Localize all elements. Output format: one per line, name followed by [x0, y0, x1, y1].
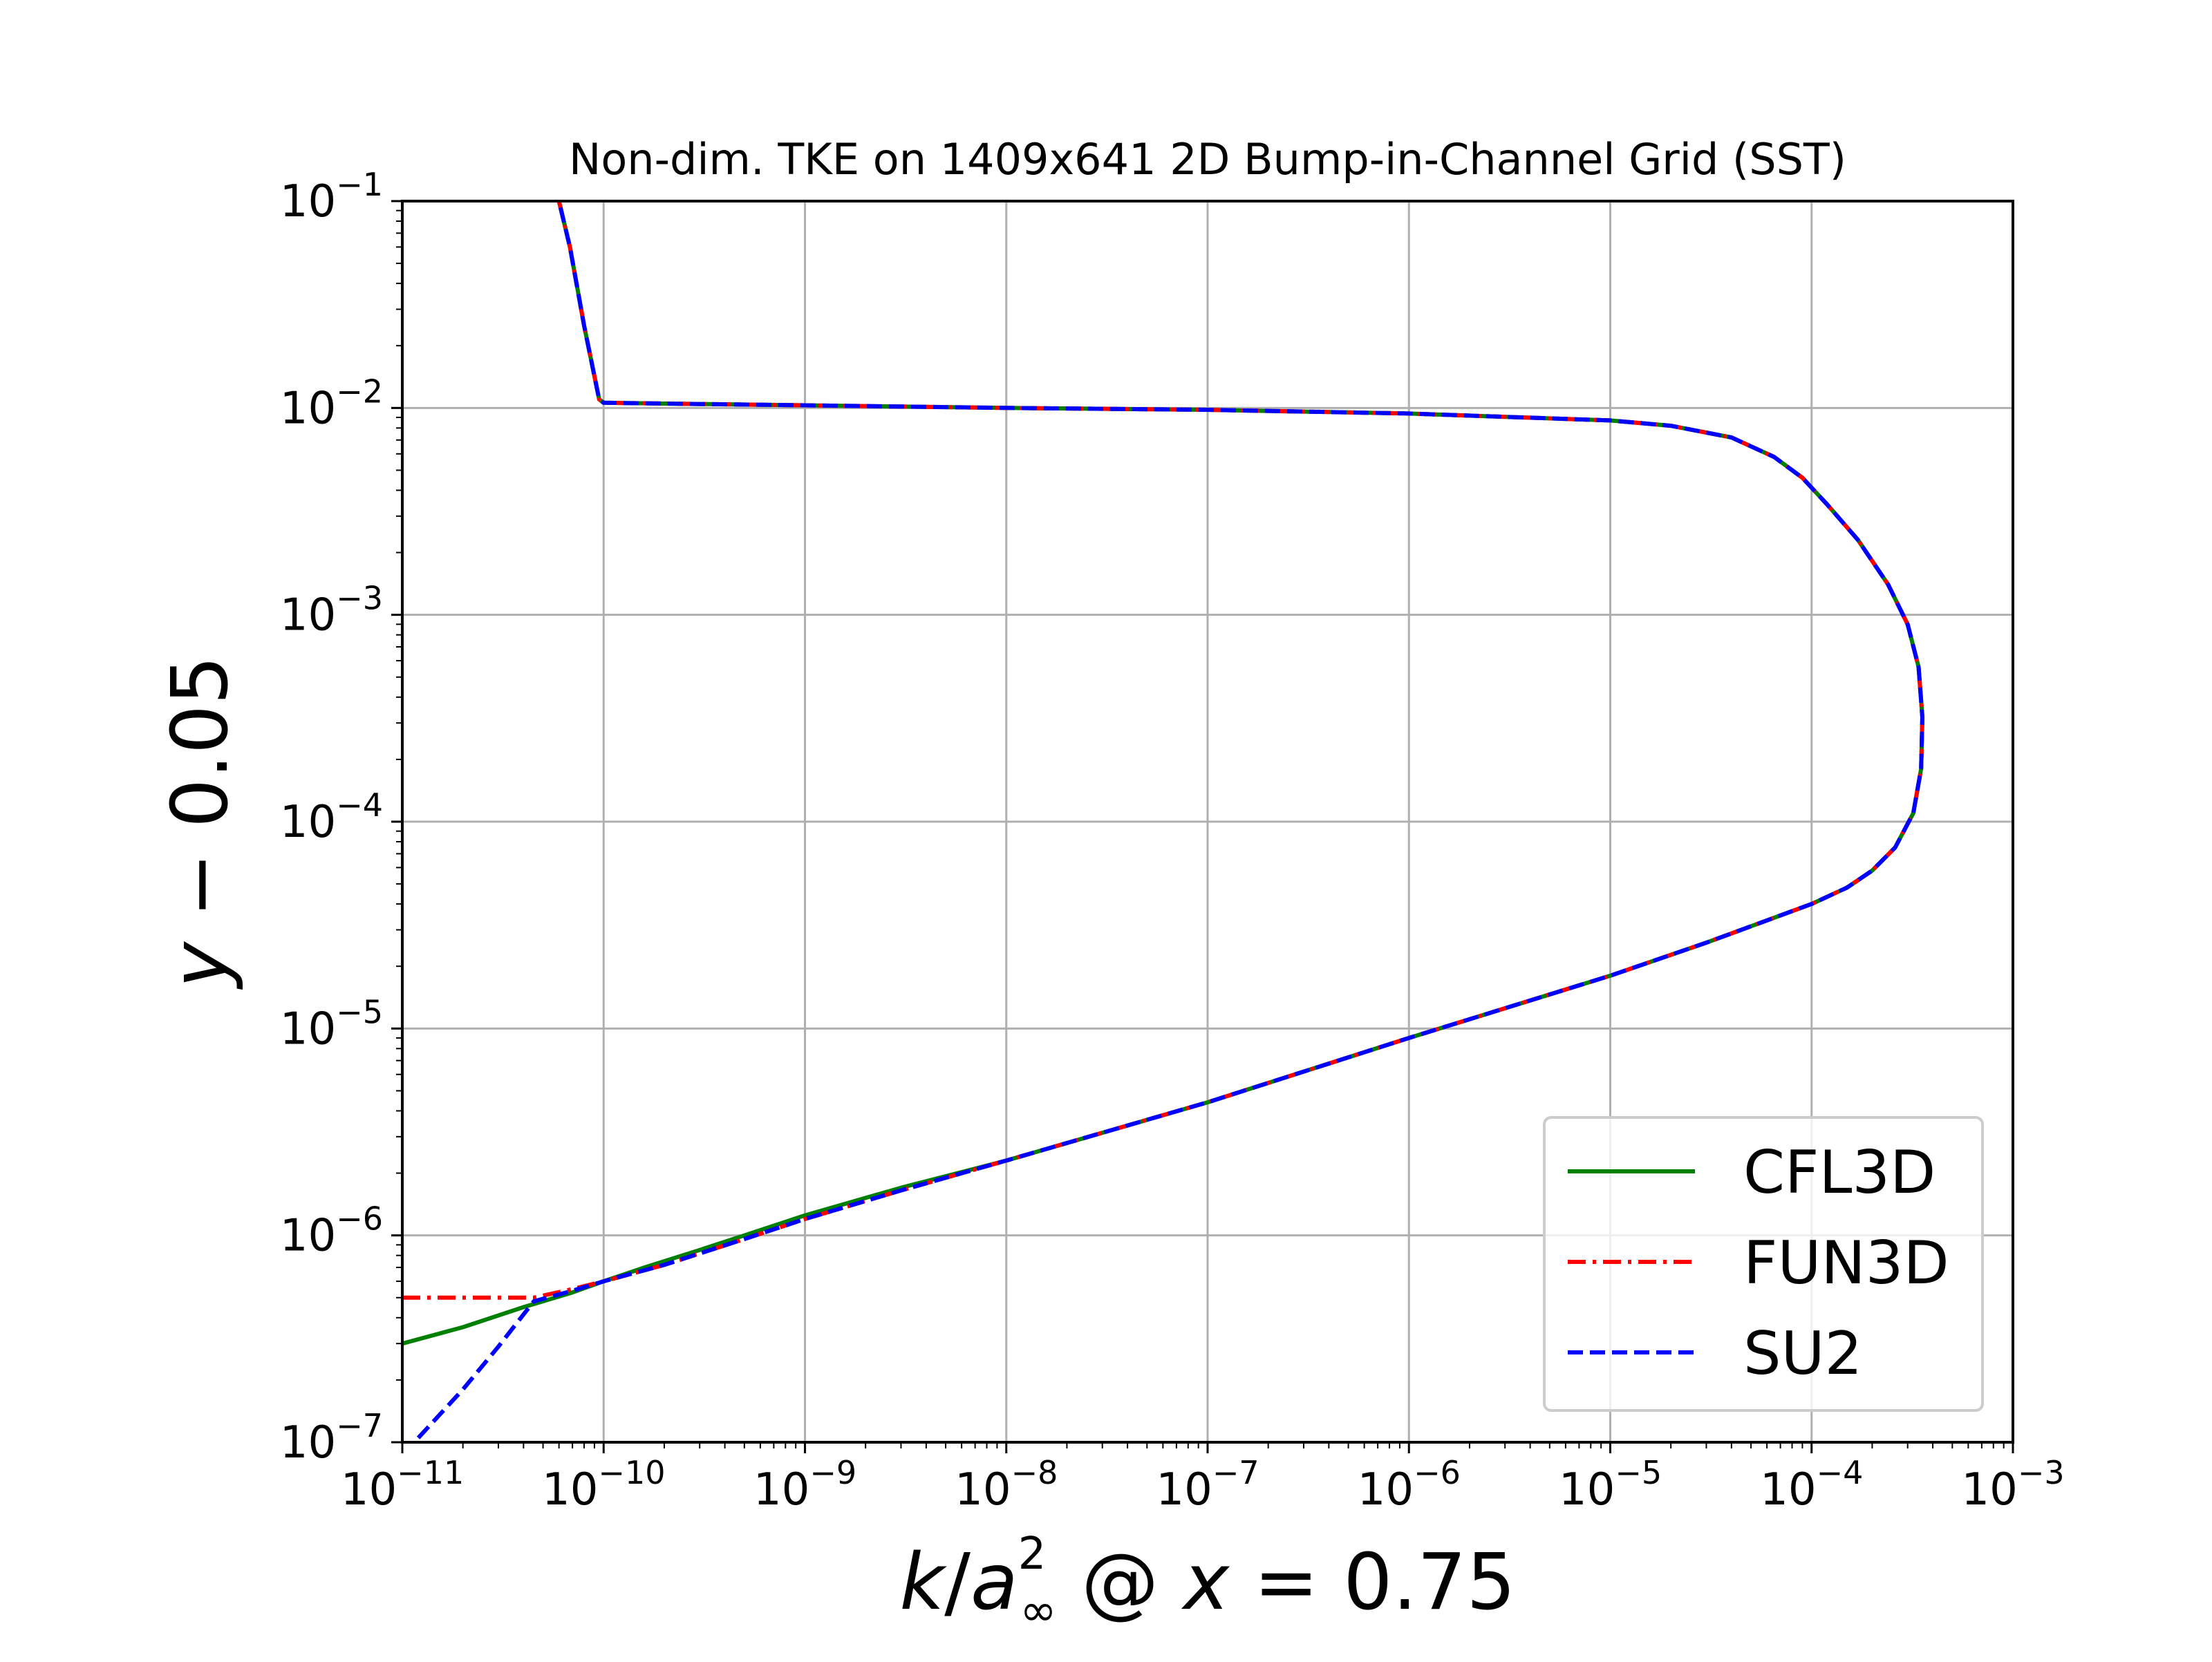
- legend-entries: CFL3D FUN3D SU2: [1568, 1138, 1949, 1388]
- y-axis-label: y − 0.05: [156, 656, 245, 990]
- y-tick-label: 10−1: [280, 166, 383, 227]
- x-tick-label: 10−10: [542, 1454, 666, 1515]
- y-label-y: y: [156, 941, 245, 990]
- x-tick-label: 10−8: [955, 1454, 1058, 1515]
- x-label-x: x: [1181, 1538, 1230, 1627]
- y-tick-label: 10−5: [280, 993, 383, 1055]
- plot-frame: [401, 200, 2014, 1444]
- y-tick-label: 10−7: [280, 1407, 383, 1469]
- x-tick-label: 10−4: [1760, 1454, 1863, 1515]
- x-label-k: k: [899, 1538, 947, 1627]
- x-label-a: a: [971, 1538, 1018, 1627]
- x-tick-label: 10−3: [1961, 1454, 2064, 1515]
- x-label-sub: ∞: [1020, 1585, 1056, 1636]
- y-label-rest: − 0.05: [156, 656, 245, 942]
- y-tick-label: 10−4: [280, 786, 383, 848]
- x-label-at: @: [1057, 1538, 1183, 1627]
- y-tick-label: 10−2: [280, 372, 383, 434]
- legend-label-cfl3d: CFL3D: [1743, 1138, 1936, 1207]
- x-axis-label: k/a2 ∞ @ x = 0.75: [899, 1529, 1515, 1636]
- series-line-su2: [416, 201, 1924, 1439]
- series-layer: [402, 201, 1924, 1439]
- x-label-eq: = 0.75: [1229, 1538, 1515, 1627]
- x-label-sup: 2: [1018, 1529, 1047, 1580]
- legend-label-fun3d: FUN3D: [1743, 1229, 1949, 1298]
- y-tick-label: 10−6: [280, 1200, 383, 1262]
- x-tick-label: 10−9: [753, 1454, 856, 1515]
- x-tick-label: 10−6: [1358, 1454, 1461, 1515]
- chart-title: Non-dim. TKE on 1409x641 2D Bump-in-Chan…: [569, 134, 1846, 185]
- x-tick-label: 10−5: [1559, 1454, 1662, 1515]
- y-tick-label: 10−3: [280, 580, 383, 641]
- legend: CFL3D FUN3D SU2: [1543, 1116, 1984, 1412]
- x-tick-label: 10−11: [341, 1454, 465, 1515]
- x-tick-label: 10−7: [1156, 1454, 1259, 1515]
- x-label-slash: /: [944, 1538, 971, 1627]
- legend-label-su2: SU2: [1743, 1319, 1862, 1388]
- legend-box: [1543, 1116, 1984, 1412]
